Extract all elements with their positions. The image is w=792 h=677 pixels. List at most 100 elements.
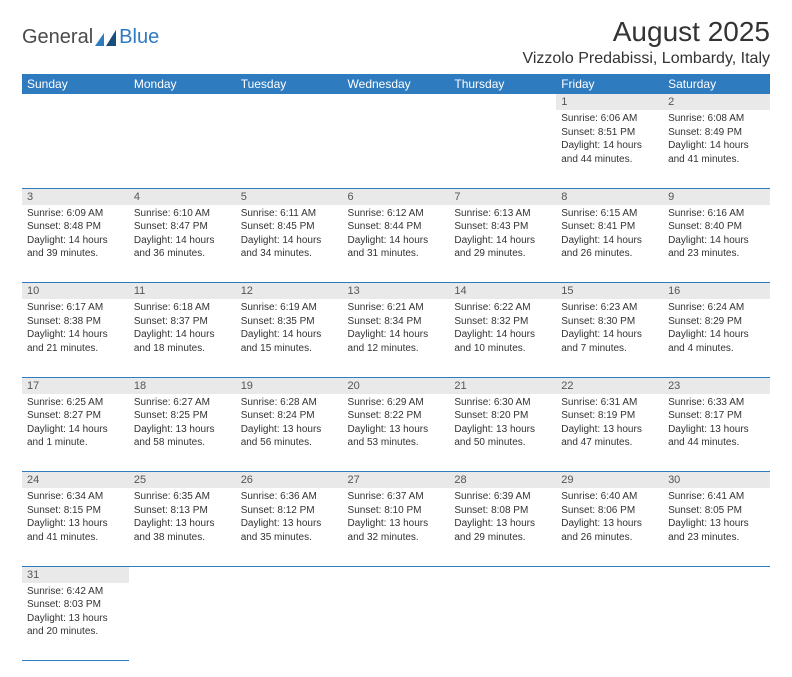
day-number-cell: 14 bbox=[449, 283, 556, 300]
day-number-cell: 23 bbox=[663, 377, 770, 394]
day-number-cell: 3 bbox=[22, 188, 129, 205]
day-details: Sunrise: 6:35 AMSunset: 8:13 PMDaylight:… bbox=[129, 488, 236, 548]
calendar-page: General Blue August 2025 Vizzolo Predabi… bbox=[0, 0, 792, 677]
sunrise-text: Sunrise: 6:30 AM bbox=[454, 396, 551, 410]
sunrise-text: Sunrise: 6:11 AM bbox=[241, 207, 338, 221]
sunset-text: Sunset: 8:44 PM bbox=[348, 220, 445, 234]
day-body-cell bbox=[449, 583, 556, 661]
sunset-text: Sunset: 8:08 PM bbox=[454, 504, 551, 518]
daylight-text: Daylight: 14 hours and 26 minutes. bbox=[561, 234, 658, 261]
sunrise-text: Sunrise: 6:25 AM bbox=[27, 396, 124, 410]
sunset-text: Sunset: 8:19 PM bbox=[561, 409, 658, 423]
day-body-cell bbox=[236, 583, 343, 661]
weekday-header: Thursday bbox=[449, 74, 556, 94]
day-number-cell bbox=[343, 566, 450, 583]
day-number-cell: 30 bbox=[663, 472, 770, 489]
day-number-row: 3456789 bbox=[22, 188, 770, 205]
day-body-cell bbox=[556, 583, 663, 661]
day-details: Sunrise: 6:40 AMSunset: 8:06 PMDaylight:… bbox=[556, 488, 663, 548]
calendar-body: 12 Sunrise: 6:06 AMSunset: 8:51 PMDayligh… bbox=[22, 94, 770, 661]
day-number-cell: 26 bbox=[236, 472, 343, 489]
daylight-text: Daylight: 14 hours and 39 minutes. bbox=[27, 234, 124, 261]
day-number-cell: 11 bbox=[129, 283, 236, 300]
sunrise-text: Sunrise: 6:12 AM bbox=[348, 207, 445, 221]
day-details: Sunrise: 6:21 AMSunset: 8:34 PMDaylight:… bbox=[343, 299, 450, 359]
day-body-cell: Sunrise: 6:15 AMSunset: 8:41 PMDaylight:… bbox=[556, 205, 663, 283]
day-body-cell bbox=[343, 110, 450, 188]
day-body-cell: Sunrise: 6:23 AMSunset: 8:30 PMDaylight:… bbox=[556, 299, 663, 377]
sunrise-text: Sunrise: 6:41 AM bbox=[668, 490, 765, 504]
day-number-cell: 7 bbox=[449, 188, 556, 205]
weekday-header: Saturday bbox=[663, 74, 770, 94]
sunrise-text: Sunrise: 6:28 AM bbox=[241, 396, 338, 410]
sunset-text: Sunset: 8:37 PM bbox=[134, 315, 231, 329]
day-body-row: Sunrise: 6:34 AMSunset: 8:15 PMDaylight:… bbox=[22, 488, 770, 566]
day-number-cell bbox=[129, 94, 236, 110]
day-number-cell: 12 bbox=[236, 283, 343, 300]
sunset-text: Sunset: 8:05 PM bbox=[668, 504, 765, 518]
sunset-text: Sunset: 8:13 PM bbox=[134, 504, 231, 518]
day-body-cell: Sunrise: 6:24 AMSunset: 8:29 PMDaylight:… bbox=[663, 299, 770, 377]
day-number-cell bbox=[129, 566, 236, 583]
sunset-text: Sunset: 8:29 PM bbox=[668, 315, 765, 329]
sunset-text: Sunset: 8:20 PM bbox=[454, 409, 551, 423]
day-number-cell bbox=[449, 566, 556, 583]
day-number-cell: 8 bbox=[556, 188, 663, 205]
day-number-cell: 27 bbox=[343, 472, 450, 489]
day-body-cell: Sunrise: 6:31 AMSunset: 8:19 PMDaylight:… bbox=[556, 394, 663, 472]
day-details: Sunrise: 6:19 AMSunset: 8:35 PMDaylight:… bbox=[236, 299, 343, 359]
sunrise-text: Sunrise: 6:21 AM bbox=[348, 301, 445, 315]
daylight-text: Daylight: 13 hours and 35 minutes. bbox=[241, 517, 338, 544]
day-details: Sunrise: 6:27 AMSunset: 8:25 PMDaylight:… bbox=[129, 394, 236, 454]
sunset-text: Sunset: 8:38 PM bbox=[27, 315, 124, 329]
day-body-cell: Sunrise: 6:39 AMSunset: 8:08 PMDaylight:… bbox=[449, 488, 556, 566]
daylight-text: Daylight: 14 hours and 10 minutes. bbox=[454, 328, 551, 355]
day-number-cell: 19 bbox=[236, 377, 343, 394]
day-details: Sunrise: 6:39 AMSunset: 8:08 PMDaylight:… bbox=[449, 488, 556, 548]
daylight-text: Daylight: 13 hours and 53 minutes. bbox=[348, 423, 445, 450]
daylight-text: Daylight: 14 hours and 21 minutes. bbox=[27, 328, 124, 355]
title-block: August 2025 Vizzolo Predabissi, Lombardy… bbox=[522, 16, 770, 68]
daylight-text: Daylight: 14 hours and 34 minutes. bbox=[241, 234, 338, 261]
day-body-cell: Sunrise: 6:09 AMSunset: 8:48 PMDaylight:… bbox=[22, 205, 129, 283]
day-body-cell: Sunrise: 6:08 AMSunset: 8:49 PMDaylight:… bbox=[663, 110, 770, 188]
day-details: Sunrise: 6:42 AMSunset: 8:03 PMDaylight:… bbox=[22, 583, 129, 643]
weekday-header: Sunday bbox=[22, 74, 129, 94]
day-details: Sunrise: 6:23 AMSunset: 8:30 PMDaylight:… bbox=[556, 299, 663, 359]
sunset-text: Sunset: 8:51 PM bbox=[561, 126, 658, 140]
sunrise-text: Sunrise: 6:22 AM bbox=[454, 301, 551, 315]
day-number-cell bbox=[236, 94, 343, 110]
day-body-cell: Sunrise: 6:34 AMSunset: 8:15 PMDaylight:… bbox=[22, 488, 129, 566]
day-number-cell bbox=[449, 94, 556, 110]
day-body-cell: Sunrise: 6:29 AMSunset: 8:22 PMDaylight:… bbox=[343, 394, 450, 472]
sunset-text: Sunset: 8:47 PM bbox=[134, 220, 231, 234]
day-body-cell bbox=[236, 110, 343, 188]
day-number-cell: 22 bbox=[556, 377, 663, 394]
day-details: Sunrise: 6:25 AMSunset: 8:27 PMDaylight:… bbox=[22, 394, 129, 454]
daylight-text: Daylight: 13 hours and 29 minutes. bbox=[454, 517, 551, 544]
sunset-text: Sunset: 8:27 PM bbox=[27, 409, 124, 423]
sunset-text: Sunset: 8:10 PM bbox=[348, 504, 445, 518]
day-number-cell: 5 bbox=[236, 188, 343, 205]
daylight-text: Daylight: 14 hours and 18 minutes. bbox=[134, 328, 231, 355]
header: General Blue August 2025 Vizzolo Predabi… bbox=[22, 16, 770, 68]
day-number-cell bbox=[556, 566, 663, 583]
day-number-cell: 18 bbox=[129, 377, 236, 394]
day-details: Sunrise: 6:06 AMSunset: 8:51 PMDaylight:… bbox=[556, 110, 663, 170]
day-number-cell: 31 bbox=[22, 566, 129, 583]
sunset-text: Sunset: 8:25 PM bbox=[134, 409, 231, 423]
day-details: Sunrise: 6:18 AMSunset: 8:37 PMDaylight:… bbox=[129, 299, 236, 359]
day-details: Sunrise: 6:10 AMSunset: 8:47 PMDaylight:… bbox=[129, 205, 236, 265]
weekday-header: Monday bbox=[129, 74, 236, 94]
day-number-cell: 29 bbox=[556, 472, 663, 489]
sunset-text: Sunset: 8:03 PM bbox=[27, 598, 124, 612]
day-number-cell: 13 bbox=[343, 283, 450, 300]
daylight-text: Daylight: 14 hours and 15 minutes. bbox=[241, 328, 338, 355]
day-body-cell bbox=[449, 110, 556, 188]
calendar-table: Sunday Monday Tuesday Wednesday Thursday… bbox=[22, 74, 770, 661]
day-number-cell bbox=[343, 94, 450, 110]
sunrise-text: Sunrise: 6:39 AM bbox=[454, 490, 551, 504]
weekday-header: Wednesday bbox=[343, 74, 450, 94]
day-body-cell: Sunrise: 6:36 AMSunset: 8:12 PMDaylight:… bbox=[236, 488, 343, 566]
day-details: Sunrise: 6:31 AMSunset: 8:19 PMDaylight:… bbox=[556, 394, 663, 454]
